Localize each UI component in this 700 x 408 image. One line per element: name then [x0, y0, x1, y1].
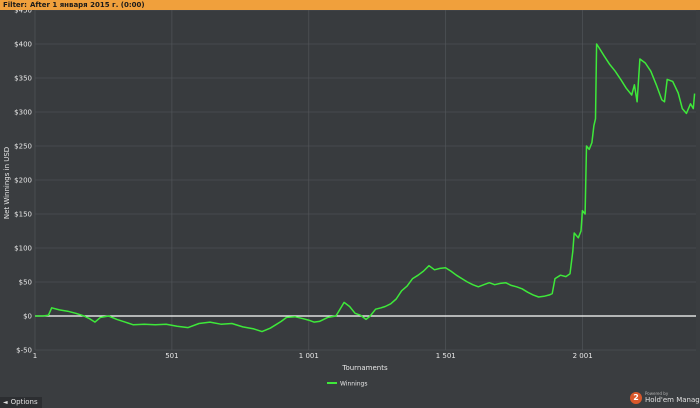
- powered-by-text: Powered by: [645, 391, 669, 396]
- winnings-chart: $-50 $0 $50 $100 $150 $200 $250 $300 $350 $400 $45…: [0, 10, 700, 407]
- series-line-winnings: [35, 43, 696, 333]
- options-button[interactable]: ◄ Options: [0, 397, 42, 408]
- legend-label-winnings: Winnings: [340, 381, 367, 388]
- filter-label: Filter:: [3, 1, 27, 9]
- y-axis-title: Net Winnings in USD: [3, 147, 11, 219]
- x-tick-label: 1 001: [299, 352, 319, 360]
- x-tick-label: 1: [33, 352, 37, 360]
- y-tick-label: $250: [14, 143, 32, 151]
- options-label: Options: [10, 398, 38, 406]
- holdem-manager-logo: 2 Powered by Hold'em Manager: [630, 390, 700, 406]
- y-tick-label: $100: [14, 245, 32, 253]
- filter-value: After 1 января 2015 г. (0:00): [29, 1, 145, 9]
- expand-arrow-icon: ◄: [3, 399, 8, 406]
- y-tick-label: $300: [14, 109, 32, 117]
- x-tick-label: 1 501: [436, 352, 456, 360]
- x-tick-label: 2 001: [573, 352, 593, 360]
- y-tick-label: $0: [23, 313, 32, 321]
- y-tick-label: $200: [14, 177, 32, 185]
- x-axis-title: Tournaments: [341, 364, 388, 372]
- x-tick-label: 501: [165, 352, 178, 360]
- y-tick-label: $400: [14, 41, 32, 49]
- product-name: Hold'em Manager: [645, 396, 700, 404]
- holdem-manager-logo-icon: 2: [630, 392, 642, 404]
- y-tick-label: $150: [14, 211, 32, 219]
- y-tick-label: $50: [19, 279, 32, 287]
- y-axis-ticks: $-50 $0 $50 $100 $150 $200 $250 $300 $350 $400 $45…: [14, 10, 32, 355]
- filter-bar: Filter: After 1 января 2015 г. (0:00): [0, 0, 700, 10]
- y-tick-label: $450: [14, 10, 32, 15]
- x-axis-ticks: 1 501 1 001 1 501 2 001: [33, 352, 593, 360]
- legend[interactable]: Winnings: [327, 381, 367, 388]
- y-tick-label: $-50: [16, 347, 32, 355]
- series-layer: [35, 43, 696, 333]
- y-tick-label: $350: [14, 75, 32, 83]
